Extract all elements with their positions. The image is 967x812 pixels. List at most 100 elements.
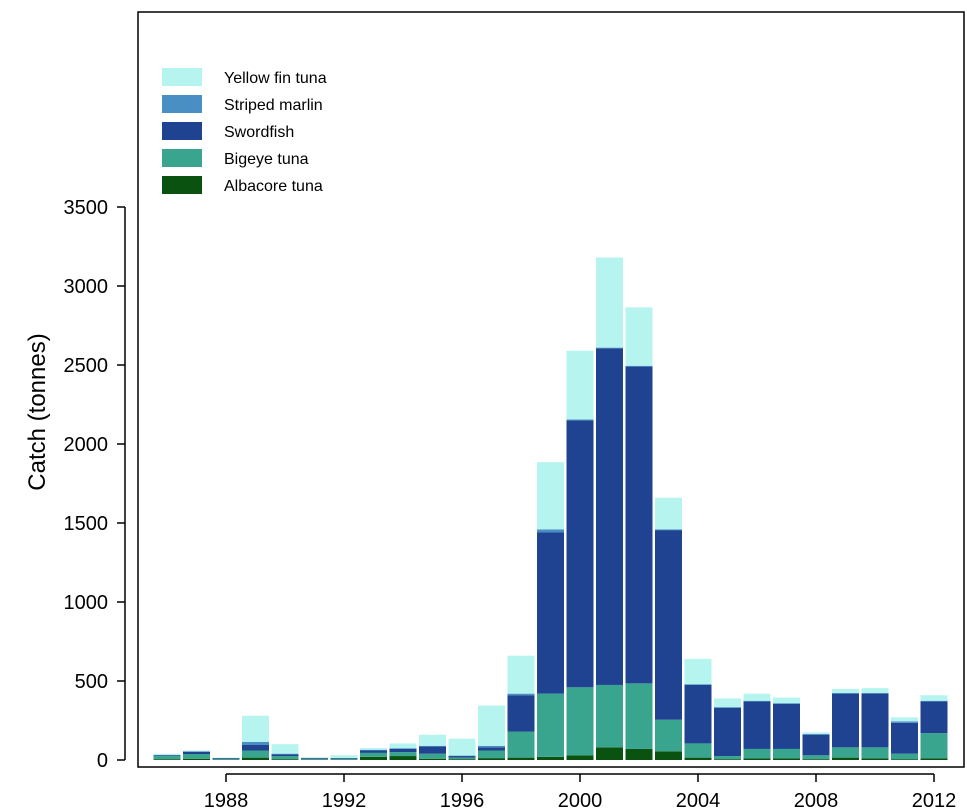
bar-2008-swordfish bbox=[802, 734, 830, 756]
bar-2004-swordfish bbox=[684, 684, 712, 744]
y-axis-title: Catch (tonnes) bbox=[24, 333, 51, 490]
legend-label-yellow-fin-tuna: Yellow fin tuna bbox=[224, 70, 327, 87]
legend-swatch-bigeye-tuna bbox=[162, 149, 202, 167]
bar-2011-yellow-fin-tuna bbox=[891, 717, 918, 722]
bar-1986-yellow-fin-tuna bbox=[153, 753, 181, 755]
bar-1987-albacore-tuna bbox=[183, 758, 210, 760]
y-tick-label-1500: 1500 bbox=[64, 513, 109, 535]
bar-1989-yellow-fin-tuna bbox=[242, 715, 269, 742]
bar-1989-albacore-tuna bbox=[242, 757, 269, 760]
bar-2000-bigeye-tuna bbox=[566, 687, 594, 756]
bar-2006-striped-marlin bbox=[743, 700, 771, 702]
bar-1998-bigeye-tuna bbox=[507, 731, 535, 758]
legend-label-striped-marlin: Striped marlin bbox=[224, 97, 323, 114]
x-tick-label-2012: 2012 bbox=[912, 790, 957, 812]
y-tick-label-2000: 2000 bbox=[64, 434, 109, 456]
bar-2007-bigeye-tuna bbox=[773, 748, 800, 759]
bar-1986-albacore-tuna bbox=[153, 759, 181, 760]
bar-2004-bigeye-tuna bbox=[684, 743, 712, 758]
bar-1990-swordfish bbox=[271, 754, 299, 757]
bar-1993-bigeye-tuna bbox=[360, 752, 387, 757]
bar-2000-albacore-tuna bbox=[566, 755, 594, 760]
bar-1990-yellow-fin-tuna bbox=[271, 744, 299, 754]
bar-1998-albacore-tuna bbox=[507, 757, 535, 760]
y-tick-label-500: 500 bbox=[75, 671, 108, 693]
bar-2000-yellow-fin-tuna bbox=[566, 350, 594, 420]
bar-1996-bigeye-tuna bbox=[448, 757, 476, 760]
bar-1993-yellow-fin-tuna bbox=[360, 748, 387, 750]
bar-2011-striped-marlin bbox=[891, 721, 918, 723]
bar-2007-albacore-tuna bbox=[773, 758, 800, 760]
x-tick-label-2004: 2004 bbox=[676, 790, 721, 812]
bar-2005-striped-marlin bbox=[714, 707, 741, 708]
bar-1995-yellow-fin-tuna bbox=[419, 734, 446, 746]
y-tick-label-1000: 1000 bbox=[64, 592, 109, 614]
bar-1998-yellow-fin-tuna bbox=[507, 655, 535, 694]
bar-1987-yellow-fin-tuna bbox=[183, 750, 210, 752]
legend-swatch-swordfish bbox=[162, 122, 202, 140]
bar-2003-bigeye-tuna bbox=[655, 719, 682, 752]
bar-2001-bigeye-tuna bbox=[596, 684, 623, 748]
bar-2003-swordfish bbox=[655, 530, 682, 720]
bar-2012-swordfish bbox=[920, 701, 948, 734]
bar-1999-striped-marlin bbox=[537, 529, 564, 533]
bar-1997-albacore-tuna bbox=[478, 758, 505, 760]
bar-2009-striped-marlin bbox=[832, 692, 859, 694]
bar-2003-striped-marlin bbox=[655, 529, 682, 531]
bar-1990-bigeye-tuna bbox=[271, 756, 299, 760]
bar-2012-yellow-fin-tuna bbox=[920, 695, 948, 701]
bar-1986-bigeye-tuna bbox=[153, 756, 181, 760]
bar-2005-bigeye-tuna bbox=[714, 756, 741, 760]
bar-2005-yellow-fin-tuna bbox=[714, 698, 741, 708]
bar-2009-albacore-tuna bbox=[832, 757, 859, 760]
bar-2009-swordfish bbox=[832, 693, 859, 748]
legend-label-swordfish: Swordfish bbox=[224, 124, 294, 141]
bar-2009-yellow-fin-tuna bbox=[832, 688, 859, 693]
plot-frame bbox=[137, 11, 965, 768]
legend-swatch-albacore-tuna bbox=[162, 176, 202, 194]
bar-1989-swordfish bbox=[242, 744, 269, 751]
bar-1993-striped-marlin bbox=[360, 749, 387, 751]
bar-2012-striped-marlin bbox=[920, 700, 948, 702]
bar-1989-striped-marlin bbox=[242, 741, 269, 745]
bar-2004-yellow-fin-tuna bbox=[684, 658, 712, 685]
bar-2001-swordfish bbox=[596, 348, 623, 685]
bar-2001-yellow-fin-tuna bbox=[596, 257, 623, 348]
bar-2008-striped-marlin bbox=[802, 733, 830, 735]
y-tick-label-0: 0 bbox=[97, 750, 108, 772]
bar-2003-albacore-tuna bbox=[655, 751, 682, 760]
bar-1989-bigeye-tuna bbox=[242, 750, 269, 758]
bar-2002-albacore-tuna bbox=[625, 748, 653, 760]
bar-1992-swordfish bbox=[330, 758, 358, 759]
bar-2005-albacore-tuna bbox=[714, 759, 741, 760]
legend-label-albacore-tuna: Albacore tuna bbox=[224, 178, 323, 195]
bar-2006-bigeye-tuna bbox=[743, 748, 771, 759]
bar-2009-bigeye-tuna bbox=[832, 747, 859, 758]
bar-2002-bigeye-tuna bbox=[625, 683, 653, 749]
bar-1997-bigeye-tuna bbox=[478, 750, 505, 759]
bar-2001-albacore-tuna bbox=[596, 747, 623, 760]
bar-1995-bigeye-tuna bbox=[419, 753, 446, 759]
bar-1992-bigeye-tuna bbox=[330, 758, 358, 760]
bar-2010-swordfish bbox=[861, 693, 889, 748]
bars-layer bbox=[153, 257, 948, 760]
bar-2008-albacore-tuna bbox=[802, 759, 830, 760]
y-tick-label-3500: 3500 bbox=[64, 197, 109, 219]
bar-1987-swordfish bbox=[183, 751, 210, 754]
bar-2007-yellow-fin-tuna bbox=[773, 697, 800, 704]
bar-1996-yellow-fin-tuna bbox=[448, 738, 476, 756]
bar-1994-swordfish bbox=[389, 748, 417, 753]
bar-1999-yellow-fin-tuna bbox=[537, 462, 564, 530]
bar-2011-bigeye-tuna bbox=[891, 753, 918, 760]
legend-label-bigeye-tuna: Bigeye tuna bbox=[224, 151, 309, 168]
bar-1998-swordfish bbox=[507, 695, 535, 732]
bar-1994-striped-marlin bbox=[389, 748, 417, 749]
bar-1986-swordfish bbox=[153, 755, 181, 757]
bar-1999-swordfish bbox=[537, 532, 564, 694]
bar-1991-swordfish bbox=[301, 758, 328, 759]
bar-2003-yellow-fin-tuna bbox=[655, 497, 682, 530]
bar-2010-yellow-fin-tuna bbox=[861, 688, 889, 693]
bar-2007-swordfish bbox=[773, 703, 800, 749]
bar-2004-albacore-tuna bbox=[684, 757, 712, 760]
bar-1996-albacore-tuna bbox=[448, 759, 476, 760]
